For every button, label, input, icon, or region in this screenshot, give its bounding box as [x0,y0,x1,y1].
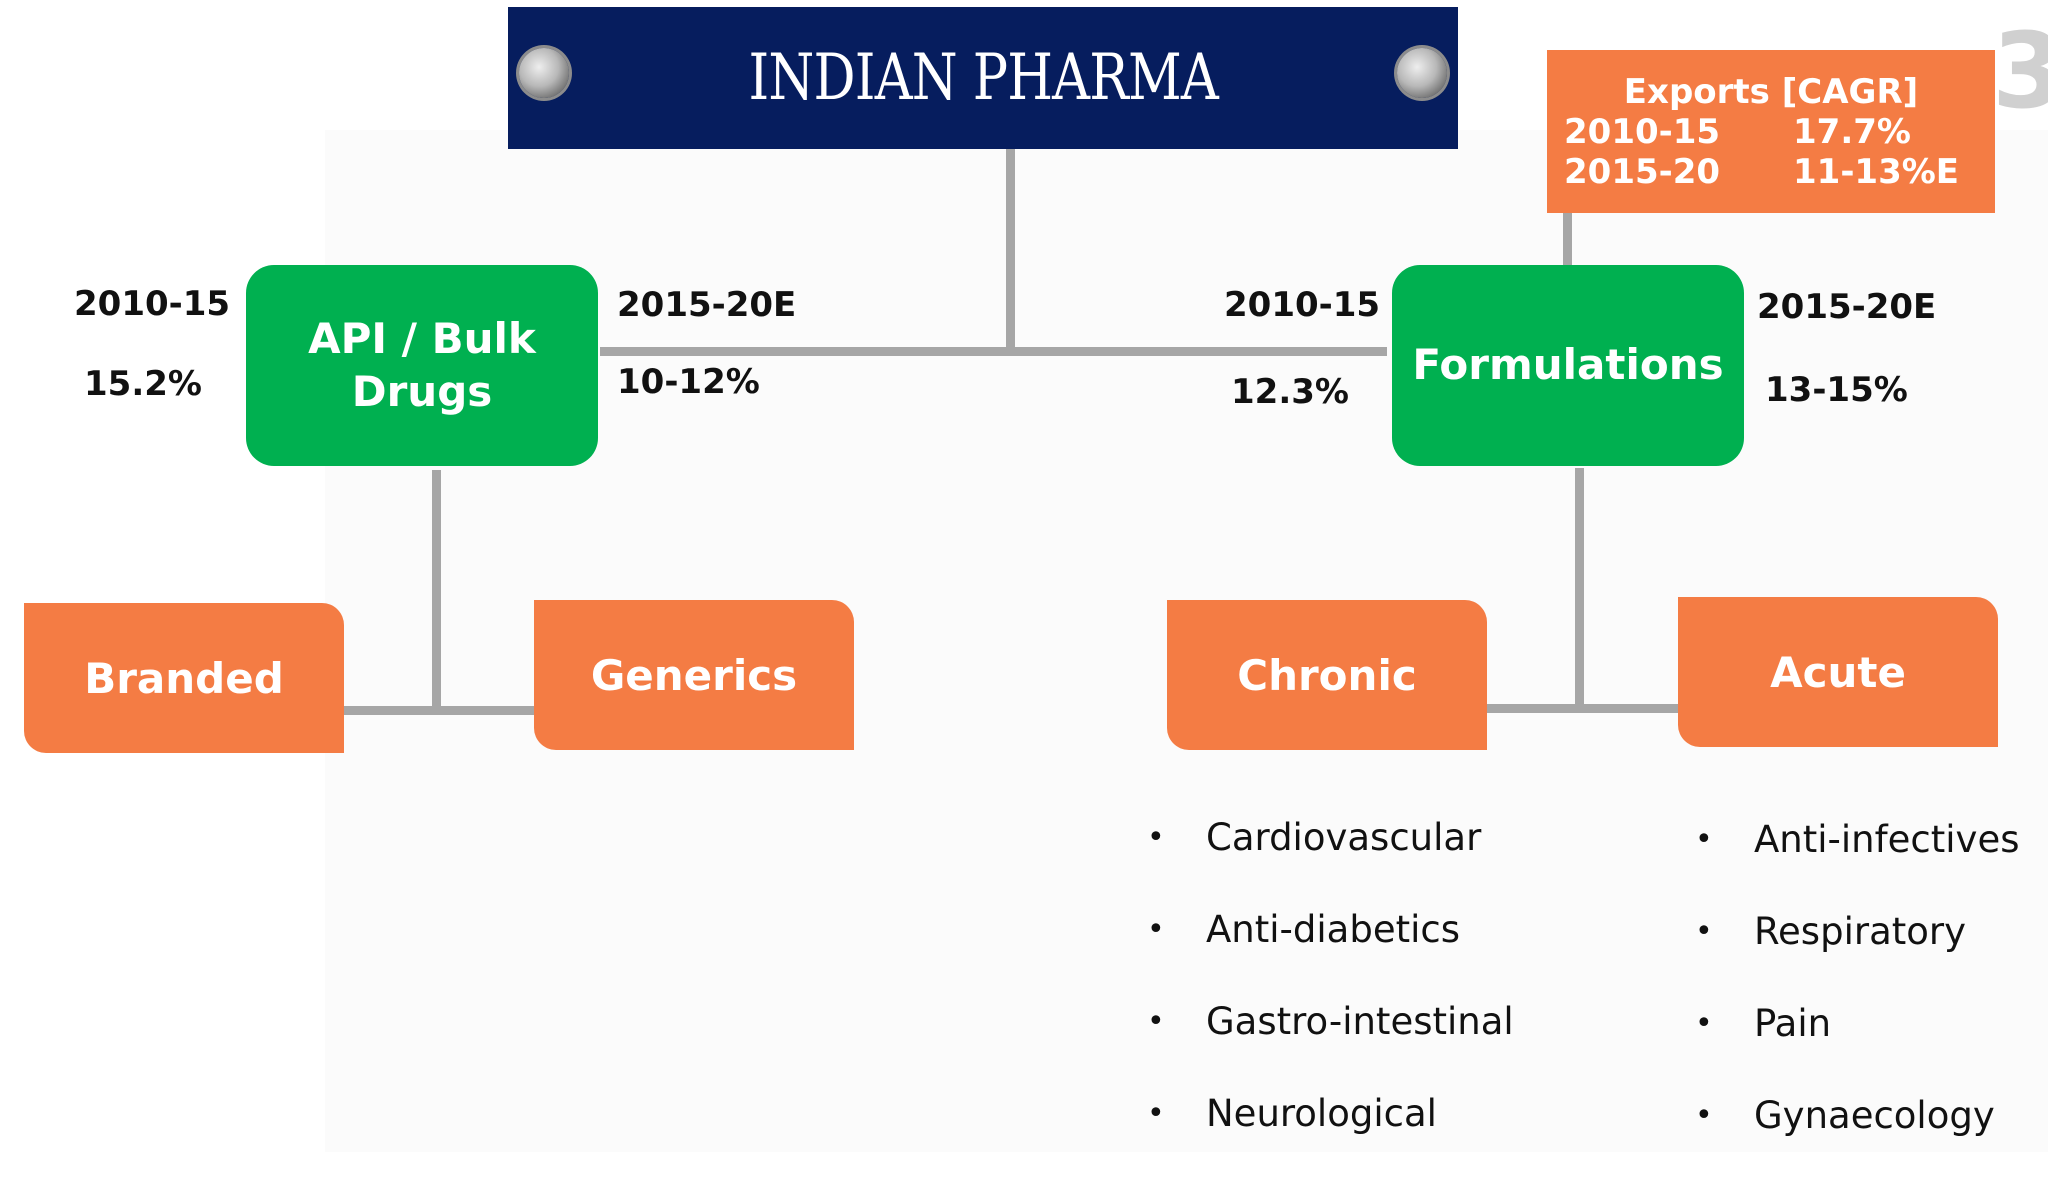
connector-exports-vertical [1563,213,1572,266]
rivet-left-icon [519,48,569,98]
exports-row-2-period: 2015-20 [1564,152,1721,192]
chronic-box: Chronic [1167,600,1487,750]
api-right-growth: 10-12% [617,362,760,402]
exports-row-1-period: 2010-15 [1564,112,1721,152]
bullet-icon: • [1695,822,1713,857]
branded-box: Branded [24,603,344,753]
formulations-right-growth: 13-15% [1765,370,1908,410]
bullet-icon: • [1147,1004,1165,1039]
bullet-icon: • [1147,820,1165,855]
formulations-right-period: 2015-20E [1757,287,1937,327]
page-title: INDIAN PHARMA [748,41,1218,115]
acute-label: Acute [1770,647,1906,697]
exports-cagr-box: Exports [CAGR] 2010-15 17.7% 2015-20 11-… [1547,50,1995,213]
acute-box: Acute [1678,597,1998,747]
rivet-right-icon [1397,48,1447,98]
formulations-left-period: 2010-15 [1224,285,1381,325]
exports-row-2-value: 11-13%E [1793,152,1960,192]
api-left-period: 2010-15 [74,284,231,324]
connector-formulations-vertical [1575,468,1584,708]
formulations-left-growth: 12.3% [1231,372,1349,412]
exports-header: Exports [CAGR] [1623,72,1919,112]
connector-formulations-horizontal [1485,704,1680,713]
generics-box: Generics [534,600,854,750]
chronic-label: Chronic [1237,650,1417,700]
generics-label: Generics [590,650,798,700]
formulations-box: Formulations [1392,265,1744,466]
exports-row-1-value: 17.7% [1793,112,1911,152]
bullet-icon: • [1147,912,1165,947]
api-left-growth: 15.2% [84,364,202,404]
title-banner: INDIAN PHARMA [508,7,1458,149]
slide: INDIAN PHARMA 3 Exports [CAGR] 2010-15 1… [24,7,2048,1137]
api-right-period: 2015-20E [617,285,797,325]
page-number: 3 [1992,10,2048,132]
formulations-label: Formulations [1412,340,1724,390]
connector-api-vertical [432,470,441,710]
connector-main-horizontal [600,347,1387,356]
connector-title-vertical [1006,149,1015,347]
branded-label: Branded [84,653,284,703]
bullet-icon: • [1695,1098,1713,1133]
bullet-icon: • [1695,1006,1713,1041]
api-label-line1: API / Bulk [308,314,536,363]
bullet-icon: • [1695,914,1713,949]
api-bulk-drugs-box: API / Bulk Drugs [246,265,598,466]
bullet-icon: • [1147,1096,1165,1131]
connector-api-horizontal [343,706,535,715]
api-label-line2: Drugs [351,366,493,416]
